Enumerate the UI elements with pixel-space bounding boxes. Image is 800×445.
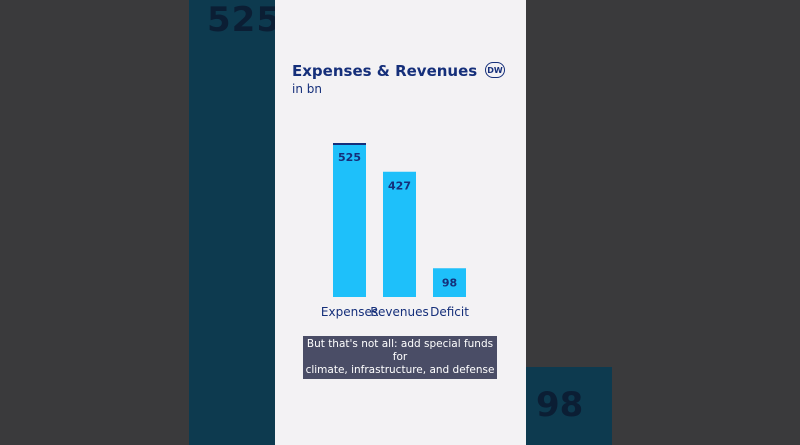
background-number-right: 98 [536, 385, 584, 425]
category-label-deficit: Deficit [430, 305, 469, 319]
caption-line-2: climate, infrastructure, and defense [305, 364, 495, 376]
chart-title: Expenses & Revenues [292, 62, 478, 80]
category-label-revenues: Revenues [370, 305, 429, 319]
category-label-expenses: Expenses [321, 305, 378, 319]
bar-expenses [333, 143, 366, 297]
bar-chart: 525 Expenses 427 Revenues 98 Deficit [321, 143, 469, 319]
caption-line-1: But that's not all: add special funds fo… [306, 338, 494, 363]
bar-top-edge [333, 143, 366, 145]
video-frame: Expenses & Revenues in bn DW 525 Expenses… [275, 0, 526, 445]
subtitle-caption: But that's not all: add special funds fo… [303, 336, 497, 379]
background-blurred-panel-left: 525 [189, 0, 275, 445]
bar-deficit [433, 268, 466, 297]
chart-subtitle: in bn [292, 82, 322, 96]
data-label-deficit: 98 [442, 276, 457, 289]
background-blurred-panel-right: 98 [526, 367, 612, 445]
data-label-expenses: 525 [338, 151, 361, 164]
bar-revenues [383, 171, 416, 297]
background-number-left: 525 [207, 0, 275, 40]
dw-logo-icon: DW [485, 62, 505, 78]
data-label-revenues: 427 [388, 180, 411, 193]
